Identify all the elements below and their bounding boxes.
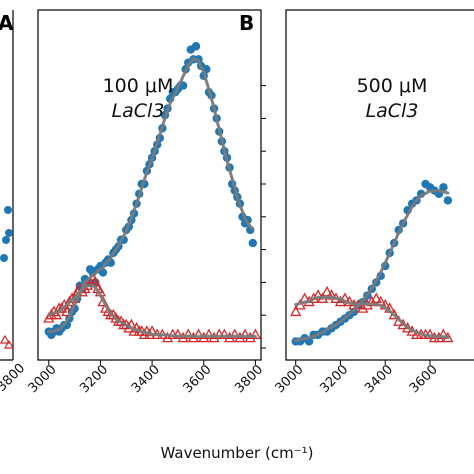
panel-1: A 3800	[0, 10, 28, 395]
x-axis-label: Wavenumber (cm⁻¹)	[160, 444, 314, 462]
x-tick-label: 3600	[181, 362, 215, 396]
x-tick-label: 3000	[26, 362, 60, 396]
panel-3: 3000 3200 3400 3600 500 μM LaCl3	[273, 9, 474, 396]
fit-curve	[47, 284, 257, 339]
panel-a-point-red	[0, 334, 11, 344]
panel-a-label: A	[0, 11, 14, 35]
panel-frame	[285, 9, 474, 361]
data-point-red	[321, 285, 333, 297]
data-point-red	[229, 328, 241, 340]
x-tick-label: 3400	[129, 362, 163, 396]
panel-a-point-blue	[2, 236, 10, 244]
x-tick-label: 3000	[273, 362, 307, 396]
data-point-red	[203, 328, 215, 340]
data-point-red	[370, 292, 382, 303]
panel-frame	[37, 9, 262, 361]
data-point-blue	[248, 238, 258, 248]
data-point-red	[162, 331, 174, 343]
fit-curve	[47, 57, 255, 334]
concentration-annotation: 100 μM	[103, 75, 174, 97]
data-point-red	[290, 305, 302, 317]
data-point-red	[218, 328, 230, 340]
data-point-red	[366, 295, 378, 307]
data-point-red	[357, 302, 369, 313]
panel-b-label: B	[239, 11, 254, 35]
panel-a-xtick-label: 3800	[0, 361, 28, 395]
x-tick-label: 3200	[77, 362, 111, 396]
data-point-red	[239, 328, 251, 340]
salt-annotation: LaCl3	[112, 100, 165, 122]
x-tick-label: 3400	[362, 362, 396, 396]
fit-curve	[294, 295, 450, 339]
salt-annotation: LaCl3	[366, 100, 419, 122]
data-point-red	[172, 328, 184, 340]
data-point-red	[182, 328, 194, 340]
x-tick-label: 3200	[317, 362, 351, 396]
panel-2: 3000 3200 3400 3600 3800 100 μM LaCl3 B	[26, 9, 266, 396]
data-point-red	[61, 305, 73, 317]
panel-a-point-red	[3, 339, 15, 349]
data-point-red	[43, 312, 55, 323]
data-point-red	[325, 289, 338, 300]
panel-a-point-blue	[5, 229, 13, 237]
x-tick-label: 3800	[232, 362, 266, 396]
concentration-annotation: 500 μM	[357, 75, 428, 97]
fit-curve	[294, 189, 450, 343]
data-point-red	[249, 328, 261, 340]
data-point-red	[437, 328, 450, 340]
data-point-red	[312, 289, 324, 300]
data-point-blue	[443, 196, 453, 205]
panel-a-point-blue	[4, 206, 12, 214]
data-point-red	[193, 328, 205, 340]
data-point-blue	[191, 42, 201, 51]
panel-a-point-blue	[0, 254, 8, 262]
x-tick-label: 3600	[407, 362, 441, 396]
data-point-blue	[439, 183, 448, 192]
